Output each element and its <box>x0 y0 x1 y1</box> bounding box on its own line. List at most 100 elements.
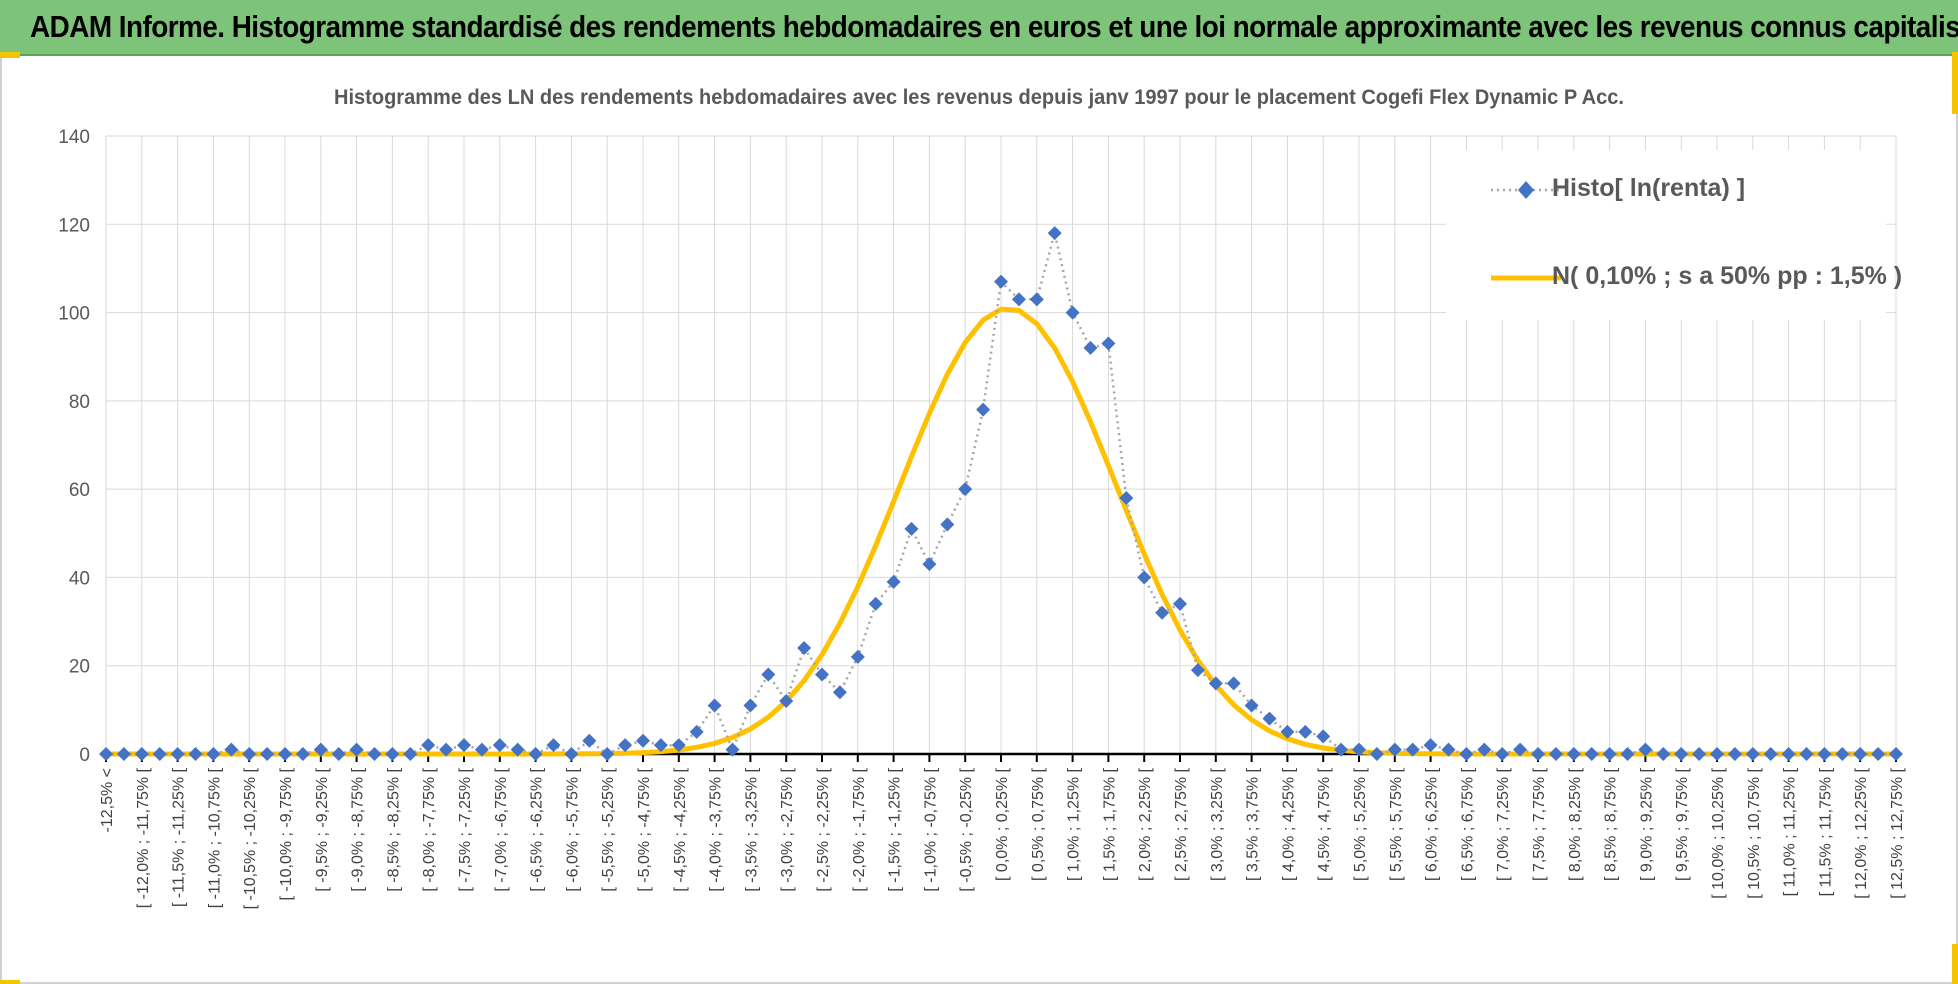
histo-point <box>349 742 364 757</box>
x-tick-label: [ 3,5% ; 3,75% [ <box>1245 767 1262 881</box>
y-tick-label: 40 <box>69 568 90 589</box>
histo-point <box>618 738 633 753</box>
x-tick-label: [ 1,5% ; 1,75% [ <box>1101 767 1118 881</box>
histo-point <box>546 738 561 753</box>
x-tick-label: [ 12,5% ; 12,75% [ <box>1889 767 1906 898</box>
histo-point <box>1226 676 1241 691</box>
histo-point <box>278 747 292 761</box>
x-tick-label: [ 2,0% ; 2,25% [ <box>1137 767 1154 881</box>
histo-point <box>671 738 686 753</box>
x-tick-label: [ -10,5% ; -10,25% [ <box>242 767 259 909</box>
histo-point <box>457 738 471 753</box>
histo-point <box>1083 340 1098 355</box>
x-tick-label: [ 7,5% ; 7,75% [ <box>1531 767 1548 881</box>
corner-accent-top-left <box>0 52 20 58</box>
histo-point <box>886 574 901 589</box>
x-tick-label: [ 4,5% ; 4,75% [ <box>1316 767 1333 881</box>
histo-point <box>1011 292 1026 307</box>
y-tick-label: 20 <box>69 657 90 678</box>
x-tick-label: [ -3,0% ; -2,75% [ <box>779 767 796 891</box>
histo-point <box>1853 747 1868 761</box>
x-tick-label: [ -5,0% ; -4,75% [ <box>636 767 653 891</box>
histo-point <box>1190 663 1205 678</box>
x-tick-label: [ 5,5% ; 5,75% [ <box>1388 767 1405 881</box>
corner-accent-bottom-left <box>0 980 20 984</box>
histo-point <box>1799 747 1814 761</box>
histo-point <box>1566 747 1581 761</box>
histo-point <box>1674 747 1689 761</box>
histo-point <box>474 742 489 757</box>
x-tick-label: [ 10,0% ; 10,25% [ <box>1710 767 1727 898</box>
histo-point <box>1889 747 1903 761</box>
x-tick-label: [ 9,5% ; 9,75% [ <box>1674 767 1691 881</box>
histo-point <box>1029 292 1044 307</box>
histo-point <box>1745 747 1760 761</box>
histo-point <box>1405 742 1420 757</box>
histo-point <box>1137 570 1152 585</box>
x-axis: -12,5% < [ -12,0% ; -11,75% [ [ -11,5% ; -… <box>99 752 1906 909</box>
histo-point <box>904 521 919 536</box>
x-tick-label: [ -7,0% ; -6,75% [ <box>493 767 510 891</box>
histo-point <box>653 738 668 753</box>
x-tick-label: [ -11,0% ; -10,75% [ <box>206 767 223 908</box>
x-tick-label: [ 8,0% ; 8,25% [ <box>1567 767 1584 881</box>
histo-point <box>1835 747 1850 761</box>
histo-point <box>1710 747 1724 761</box>
histo-point <box>976 402 991 417</box>
histo-point <box>725 742 740 757</box>
x-tick-label: [ 5,0% ; 5,25% [ <box>1352 767 1369 881</box>
histo-point <box>1584 747 1599 761</box>
x-tick-label: [ 3,0% ; 3,25% [ <box>1209 767 1226 881</box>
x-tick-label: [ -1,0% ; -0,75% [ <box>922 767 939 891</box>
x-tick-label: [ -10,0% ; -9,75% [ <box>278 767 295 900</box>
histo-point <box>295 747 310 761</box>
histo-point <box>1244 698 1259 713</box>
histo-point <box>940 517 955 532</box>
histo-point <box>1387 742 1402 757</box>
histo-point <box>1638 742 1653 757</box>
x-tick-label: [ -12,0% ; -11,75% [ <box>135 767 152 908</box>
x-tick-label: [ 9,0% ; 9,25% [ <box>1638 767 1655 881</box>
x-tick-label: [ 6,5% ; 6,75% [ <box>1459 767 1476 881</box>
histo-point <box>1477 742 1492 757</box>
histo-point <box>832 685 847 700</box>
x-tick-label: [ 6,0% ; 6,25% [ <box>1424 767 1441 881</box>
x-tick-label: [ 11,0% ; 11,25% [ <box>1782 767 1799 896</box>
histo-point <box>99 747 113 761</box>
x-tick-label: [ -11,5% ; -11,25% [ <box>171 767 188 907</box>
x-tick-label: -12,5% < <box>99 768 116 832</box>
x-tick-label: [ -9,5% ; -9,25% [ <box>314 767 331 891</box>
histo-point <box>492 738 507 753</box>
histo-point <box>1441 742 1456 757</box>
histo-point <box>994 274 1008 289</box>
x-tick-label: [ -1,5% ; -1,25% [ <box>887 767 904 891</box>
x-tick-label: [ -6,0% ; -5,75% [ <box>564 767 581 891</box>
histo-point <box>707 698 722 713</box>
x-tick-label: [ -9,0% ; -8,75% [ <box>350 767 367 891</box>
corner-accent-top-right <box>1952 52 1958 114</box>
histo-point <box>1298 724 1313 739</box>
histo-point <box>1119 490 1134 505</box>
x-tick-label: [ -2,5% ; -2,25% [ <box>815 767 832 891</box>
x-tick-label: [ -4,0% ; -3,75% [ <box>708 767 725 891</box>
report-title: ADAM Informe. Histogramme standardisé de… <box>30 9 1958 44</box>
histo-point <box>1423 738 1438 753</box>
histo-point <box>1262 711 1277 726</box>
histo-point <box>636 733 650 748</box>
histo-point <box>1155 605 1170 620</box>
x-tick-label: [ 0,0% ; 0,25% [ <box>994 767 1011 881</box>
histo-point <box>922 557 937 572</box>
legend-swatches <box>1491 181 1561 281</box>
x-tick-label: [ 12,0% ; 12,25% [ <box>1853 767 1870 898</box>
histo-point <box>1692 747 1707 761</box>
x-tick-label: [ 0,5% ; 0,75% [ <box>1030 767 1047 881</box>
y-axis: 0 20 40 60 80 100 120 140 <box>58 127 90 766</box>
histo-point <box>134 747 149 761</box>
histo-point <box>1548 747 1563 761</box>
x-tick-label: [ -4,5% ; -4,25% [ <box>672 767 689 891</box>
histo-point <box>1459 747 1474 761</box>
x-tick-label: [ -2,0% ; -1,75% [ <box>851 767 868 891</box>
histo-point <box>528 747 543 761</box>
histo-point <box>1602 747 1617 761</box>
histo-point <box>1316 729 1331 744</box>
